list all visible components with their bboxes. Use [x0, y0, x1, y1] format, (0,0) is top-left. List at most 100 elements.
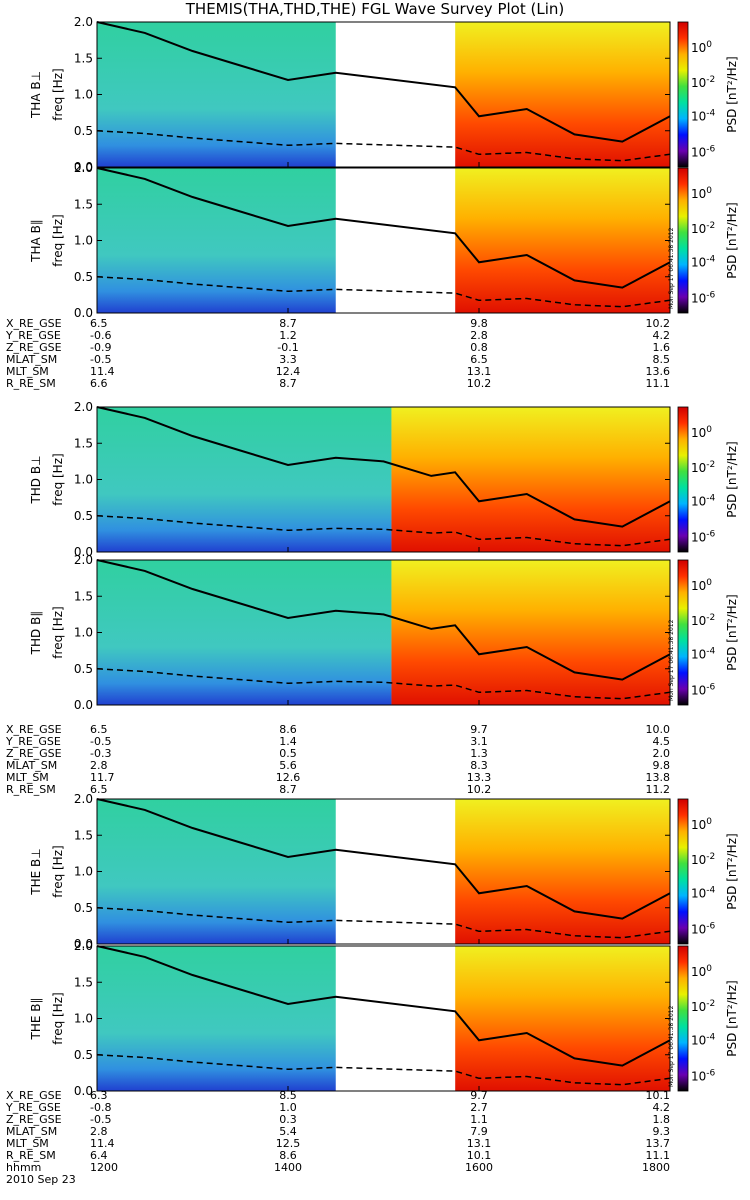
time-tick-label: 1400 — [274, 1161, 302, 1174]
time-tick-label: 1200 — [90, 1161, 118, 1174]
colorbar — [677, 406, 689, 553]
colorbar-tick-label: 10-4 — [691, 493, 716, 508]
ephemeris-label: Z_RE_GSE — [6, 747, 62, 760]
ephemeris-value: -0.3 — [90, 747, 111, 760]
ephemeris-value: 4.2 — [653, 329, 671, 342]
ephemeris-value: -0.8 — [90, 1101, 111, 1114]
y-axis-label: freq [Hz] — [51, 992, 65, 1044]
ephemeris-value: 11.7 — [90, 771, 115, 784]
colorbar-tick-label: 10-2 — [691, 460, 715, 475]
colorbar-tick-label: 10-6 — [691, 1069, 716, 1084]
ephemeris-label: Z_RE_GSE — [6, 1113, 62, 1126]
y-tick-label: 2.0 — [74, 553, 93, 567]
ephemeris-value: 12.4 — [276, 365, 301, 378]
helium-gyrofrequency-curve — [96, 515, 671, 547]
data-gap — [335, 22, 456, 168]
y-tick-label: 2.0 — [74, 15, 93, 29]
ephemeris-label: Y_RE_GSE — [5, 1101, 61, 1114]
ephemeris-value: 1.1 — [470, 1113, 488, 1126]
ephemeris-value: 1.3 — [470, 747, 488, 760]
y-axis-label: freq [Hz] — [51, 214, 65, 266]
ephemeris-value: -0.9 — [90, 341, 111, 354]
y-tick-label: 1.5 — [74, 51, 93, 65]
ephemeris-value: 13.1 — [467, 365, 492, 378]
ephemeris-value: 8.5 — [279, 1089, 297, 1102]
colorbar-tick-label: 10-6 — [691, 145, 716, 160]
ephemeris-value: 11.1 — [646, 1149, 671, 1162]
y-tick-label: 0.5 — [74, 509, 93, 523]
y-tick-label: 2.0 — [74, 400, 93, 414]
y-tick-label: 1.5 — [74, 828, 93, 842]
panel-label: THD B∥ — [29, 611, 43, 656]
y-tick-label: 1.0 — [74, 234, 93, 248]
ephemeris-value: 2.8 — [470, 329, 488, 342]
colorbar — [677, 945, 689, 1092]
y-tick-label: 1.0 — [74, 88, 93, 102]
ephemeris-label: Z_RE_GSE — [6, 341, 62, 354]
ephemeris-value: 1.8 — [653, 1113, 671, 1126]
y-tick-label: 1.5 — [74, 589, 93, 603]
ephemeris-label: X_RE_GSE — [6, 1089, 62, 1102]
ephemeris-value: -0.5 — [90, 1113, 111, 1126]
spectrogram-active-region — [455, 946, 670, 1091]
ephemeris-value: 4.5 — [653, 735, 671, 748]
spectrogram-active-region — [455, 799, 670, 944]
ephemeris-value: 9.8 — [653, 759, 671, 772]
colorbar-tick-label: 100 — [691, 964, 712, 979]
y-tick-label: 2.0 — [74, 161, 93, 175]
ephemeris-value: 10.2 — [646, 317, 671, 330]
gyrofrequency-curve — [96, 406, 671, 528]
y-tick-label: 1.5 — [74, 197, 93, 211]
y-tick-label: 0.5 — [74, 901, 93, 915]
ephemeris-value: 13.7 — [646, 1137, 671, 1150]
ephemeris-label: MLT_SM — [6, 1137, 49, 1150]
ephemeris-value: -0.6 — [90, 329, 111, 342]
colorbar-tick-label: 10-4 — [691, 254, 716, 269]
data-gap — [335, 946, 456, 1092]
colorbar-label: PSD [nT²/Hz] — [725, 833, 739, 909]
y-tick-label: 1.0 — [74, 473, 93, 487]
y-tick-label: 0.0 — [74, 1084, 93, 1098]
ephemeris-value: 5.4 — [279, 1125, 297, 1138]
ephemeris-label: MLAT_SM — [6, 1125, 57, 1138]
colorbar-tick-label: 10-4 — [691, 646, 716, 661]
gyrofrequency-curve — [96, 798, 671, 920]
time-axis-label: hhmm — [6, 1161, 41, 1174]
ephemeris-value: 13.6 — [646, 365, 671, 378]
gyrofrequency-curve — [96, 945, 671, 1067]
ephemeris-value: -0.5 — [90, 735, 111, 748]
y-tick-label: 1.0 — [74, 626, 93, 640]
y-axis-label: freq [Hz] — [51, 68, 65, 120]
data-gap — [335, 168, 456, 314]
ephemeris-value: 9.7 — [470, 723, 488, 736]
colorbar-tick-label: 10-2 — [691, 75, 715, 90]
colorbar-tick-label: 10-6 — [691, 683, 716, 698]
y-tick-label: 1.5 — [74, 436, 93, 450]
ephemeris-value: 9.7 — [470, 1089, 488, 1102]
panel-label: THE B⊥ — [29, 848, 43, 895]
ephemeris-value: 9.8 — [470, 317, 488, 330]
colorbar-label: PSD [nT²/Hz] — [725, 594, 739, 670]
helium-gyrofrequency-curve — [96, 668, 671, 700]
data-gap — [335, 799, 456, 945]
ephemeris-value: -0.5 — [90, 353, 111, 366]
ephemeris-value: 8.7 — [279, 377, 297, 390]
ephemeris-value: 12.5 — [276, 1137, 301, 1150]
ephemeris-label: R_RE_SM — [6, 783, 56, 796]
y-axis-label: freq [Hz] — [51, 606, 65, 658]
ephemeris-value: 6.5 — [90, 723, 108, 736]
ephemeris-value: 3.3 — [279, 353, 297, 366]
ephemeris-value: 1.6 — [653, 341, 671, 354]
ephemeris-value: 6.5 — [470, 353, 488, 366]
ephemeris-value: -0.1 — [277, 341, 298, 354]
ephemeris-value: 10.1 — [646, 1089, 671, 1102]
y-tick-label: 0.5 — [74, 1048, 93, 1062]
spectrogram-active-region — [391, 560, 670, 705]
colorbar-label: PSD [nT²/Hz] — [725, 980, 739, 1056]
ephemeris-value: 8.3 — [470, 759, 488, 772]
ephemeris-value: 8.7 — [279, 317, 297, 330]
panel-label: THA B⊥ — [29, 71, 43, 119]
colorbar-label: PSD [nT²/Hz] — [725, 202, 739, 278]
y-tick-label: 0.0 — [74, 545, 93, 559]
